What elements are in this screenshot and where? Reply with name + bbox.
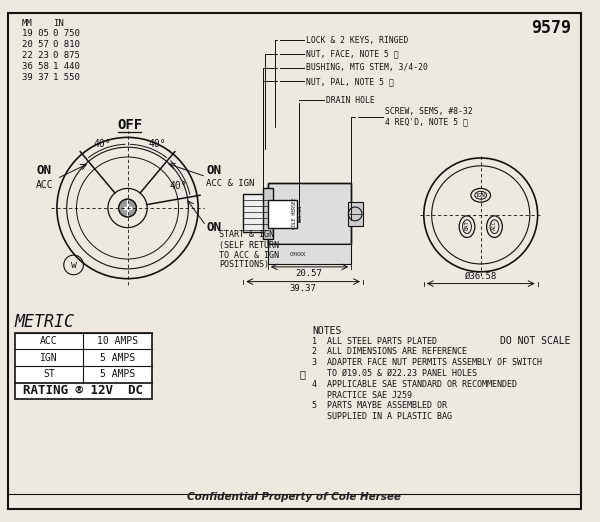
Bar <box>268 184 351 244</box>
Text: 20 57: 20 57 <box>22 40 49 49</box>
Text: IGN: IGN <box>476 193 485 198</box>
Text: NUT, PAL, NOTE 5 ⓨ: NUT, PAL, NOTE 5 ⓨ <box>306 77 394 86</box>
Text: ON: ON <box>206 164 221 177</box>
Text: MM: MM <box>22 19 32 28</box>
Bar <box>268 184 351 244</box>
Text: 1 550: 1 550 <box>53 73 80 81</box>
Bar <box>263 188 273 240</box>
Bar <box>268 244 351 264</box>
Text: 1  ALL STEEL PARTS PLATED: 1 ALL STEEL PARTS PLATED <box>312 337 437 346</box>
Text: POSITIONS): POSITIONS) <box>219 260 269 269</box>
Text: Confidential Property of Cole Hersee: Confidential Property of Cole Hersee <box>187 492 401 502</box>
Text: 39 37: 39 37 <box>22 73 49 81</box>
Text: TO Ø19.05 & Ø22.23 PANEL HOLES: TO Ø19.05 & Ø22.23 PANEL HOLES <box>312 369 477 378</box>
Text: BUSHING, MTG STEM, 3/4-20: BUSHING, MTG STEM, 3/4-20 <box>306 63 428 72</box>
Text: SCREW, SEMS, #8-32
4 REQ'D, NOTE 5 ⓨ: SCREW, SEMS, #8-32 4 REQ'D, NOTE 5 ⓨ <box>385 107 472 126</box>
Text: 36 58: 36 58 <box>22 62 49 71</box>
Text: 5 AMPS: 5 AMPS <box>100 353 136 363</box>
Text: 2  ALL DIMENSIONS ARE REFERENCE: 2 ALL DIMENSIONS ARE REFERENCE <box>312 347 467 357</box>
Bar <box>244 194 269 232</box>
Text: METRIC: METRIC <box>15 313 75 330</box>
Text: BAT: BAT <box>464 220 469 230</box>
Circle shape <box>119 199 136 217</box>
Text: 0 750: 0 750 <box>53 29 80 39</box>
Text: 5 AMPS: 5 AMPS <box>100 369 136 379</box>
Text: IN: IN <box>53 19 64 28</box>
Text: ON: ON <box>36 164 51 177</box>
Text: 22 23: 22 23 <box>22 51 49 60</box>
Text: SUPPLIED IN A PLASTIC BAG: SUPPLIED IN A PLASTIC BAG <box>312 412 452 421</box>
Text: CHXXX: CHXXX <box>289 252 305 257</box>
Text: 4  APPLICABLE SAE STANDARD OR RECOMMENDED: 4 APPLICABLE SAE STANDARD OR RECOMMENDED <box>312 379 517 389</box>
Text: 10 AMPS: 10 AMPS <box>97 336 138 346</box>
Text: ON: ON <box>206 221 221 234</box>
Text: RATING ® 12V  DC: RATING ® 12V DC <box>23 385 143 397</box>
Text: TO ACC & IGN: TO ACC & IGN <box>219 251 279 259</box>
Bar <box>348 202 363 226</box>
Text: COLE HERSEE
BOSTON: COLE HERSEE BOSTON <box>292 197 302 229</box>
Text: OFF: OFF <box>117 118 142 133</box>
Text: IGN: IGN <box>40 353 58 363</box>
Text: 1 440: 1 440 <box>53 62 80 71</box>
Text: DRAIN HOLE: DRAIN HOLE <box>326 96 374 104</box>
Text: 3  ADAPTER FACE NUT PERMITS ASSEMBLY OF SWITCH: 3 ADAPTER FACE NUT PERMITS ASSEMBLY OF S… <box>312 358 542 367</box>
Text: DO NOT SCALE: DO NOT SCALE <box>500 336 571 346</box>
Bar <box>15 333 152 399</box>
Text: ACC: ACC <box>40 336 58 346</box>
Text: 40°: 40° <box>148 139 166 149</box>
Text: 40°: 40° <box>170 182 187 192</box>
Text: 5  PARTS MAYBE ASSEMBLED OR: 5 PARTS MAYBE ASSEMBLED OR <box>312 401 447 410</box>
Text: w: w <box>71 260 77 270</box>
Text: NOTES: NOTES <box>312 326 341 336</box>
Text: ACC: ACC <box>36 181 54 191</box>
Text: START & IGN: START & IGN <box>219 230 274 239</box>
Text: PRACTICE SAE J259: PRACTICE SAE J259 <box>312 390 412 399</box>
Text: 39.37: 39.37 <box>290 283 317 292</box>
Text: (SELF RETURN: (SELF RETURN <box>219 241 279 250</box>
Text: 0 875: 0 875 <box>53 51 80 60</box>
Text: ACC: ACC <box>492 220 497 230</box>
Text: LOCK & 2 KEYS, RINGED: LOCK & 2 KEYS, RINGED <box>306 36 409 45</box>
Text: Ø36.58: Ø36.58 <box>464 271 497 281</box>
Text: ACC & IGN: ACC & IGN <box>206 179 254 188</box>
Text: 40°: 40° <box>93 139 111 149</box>
Text: 0 810: 0 810 <box>53 40 80 49</box>
Text: ⓨ: ⓨ <box>299 369 305 379</box>
Text: ST: ST <box>43 369 55 379</box>
Text: 9579: 9579 <box>531 19 571 37</box>
Text: 19 05: 19 05 <box>22 29 49 39</box>
Text: NUT, FACE, NOTE 5 ⓨ: NUT, FACE, NOTE 5 ⓨ <box>306 50 399 58</box>
Bar <box>268 200 297 228</box>
Text: 20.57: 20.57 <box>296 269 322 278</box>
